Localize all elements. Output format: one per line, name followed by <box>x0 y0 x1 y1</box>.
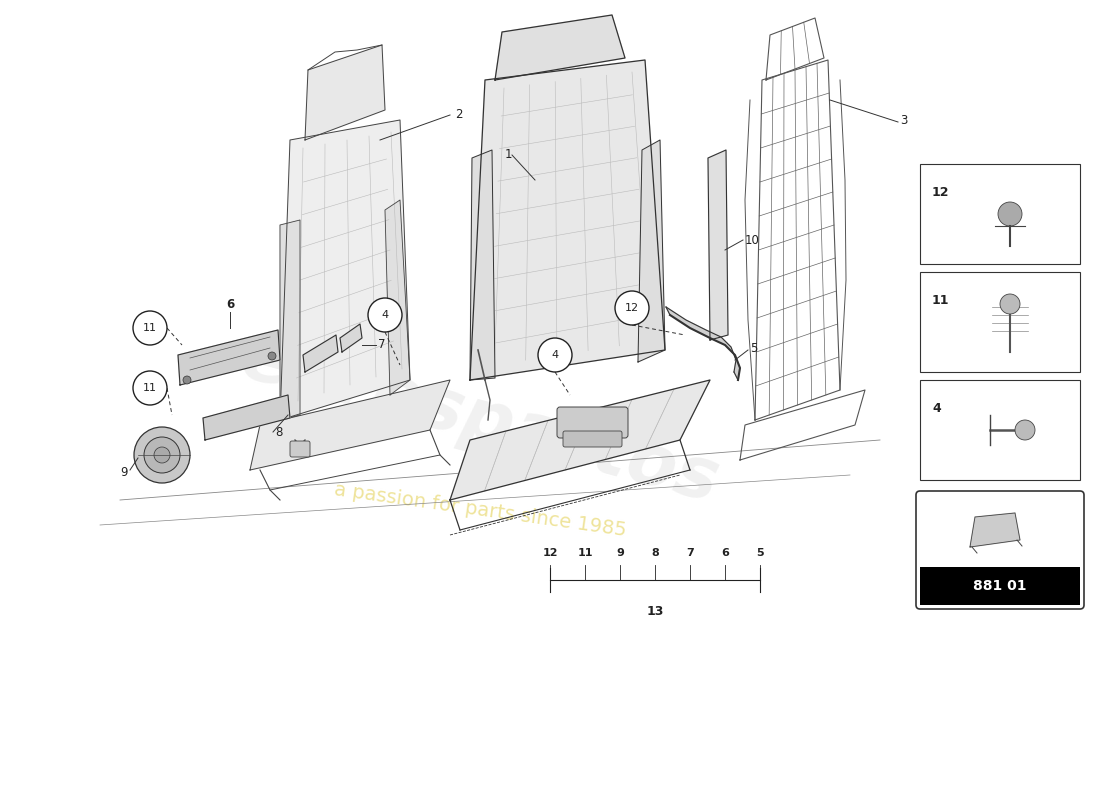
FancyBboxPatch shape <box>916 491 1084 609</box>
FancyBboxPatch shape <box>920 380 1080 480</box>
Polygon shape <box>305 45 385 140</box>
Circle shape <box>133 311 167 345</box>
Text: a passion for parts since 1985: a passion for parts since 1985 <box>332 480 627 540</box>
Polygon shape <box>178 330 280 385</box>
Circle shape <box>998 202 1022 226</box>
Polygon shape <box>708 150 728 340</box>
Text: 11: 11 <box>143 323 157 333</box>
Circle shape <box>268 352 276 360</box>
Circle shape <box>134 427 190 483</box>
Text: 12: 12 <box>542 548 558 558</box>
Circle shape <box>368 298 402 332</box>
Polygon shape <box>666 307 740 380</box>
Text: 12: 12 <box>625 303 639 313</box>
Polygon shape <box>250 380 450 470</box>
Polygon shape <box>280 120 410 420</box>
Text: 10: 10 <box>745 234 760 246</box>
Polygon shape <box>204 395 290 440</box>
Polygon shape <box>450 380 710 500</box>
Text: 4: 4 <box>551 350 559 360</box>
Text: 7: 7 <box>378 338 385 350</box>
Text: 5: 5 <box>750 342 758 354</box>
Circle shape <box>133 371 167 405</box>
Polygon shape <box>638 140 666 362</box>
Polygon shape <box>970 513 1020 547</box>
Text: 1: 1 <box>505 149 513 162</box>
Text: 13: 13 <box>647 605 663 618</box>
Text: 7: 7 <box>686 548 694 558</box>
FancyBboxPatch shape <box>557 407 628 438</box>
Text: eurospartos: eurospartos <box>233 323 726 517</box>
Polygon shape <box>470 60 666 380</box>
Text: 4: 4 <box>382 310 388 320</box>
Circle shape <box>615 291 649 325</box>
Circle shape <box>183 376 191 384</box>
FancyBboxPatch shape <box>920 567 1080 605</box>
Polygon shape <box>470 150 495 380</box>
Polygon shape <box>302 335 338 372</box>
Text: 881 01: 881 01 <box>974 579 1026 593</box>
Text: 11: 11 <box>143 383 157 393</box>
Polygon shape <box>495 15 625 80</box>
Text: 4: 4 <box>932 402 940 414</box>
Circle shape <box>144 437 180 473</box>
Text: 12: 12 <box>932 186 949 198</box>
Text: 8: 8 <box>651 548 659 558</box>
Circle shape <box>538 338 572 372</box>
FancyBboxPatch shape <box>920 272 1080 372</box>
FancyBboxPatch shape <box>920 164 1080 264</box>
Polygon shape <box>280 220 300 420</box>
Circle shape <box>1000 294 1020 314</box>
FancyBboxPatch shape <box>290 441 310 457</box>
Text: 11: 11 <box>578 548 593 558</box>
Text: 8: 8 <box>275 426 283 438</box>
Text: 2: 2 <box>455 109 462 122</box>
Text: 11: 11 <box>932 294 949 306</box>
Circle shape <box>154 447 170 463</box>
Text: 5: 5 <box>756 548 763 558</box>
Text: 9: 9 <box>121 466 128 478</box>
Text: 6: 6 <box>722 548 729 558</box>
FancyBboxPatch shape <box>563 431 622 447</box>
Polygon shape <box>340 324 362 352</box>
Polygon shape <box>385 200 410 395</box>
Text: 3: 3 <box>900 114 908 126</box>
Text: 6: 6 <box>226 298 234 311</box>
Circle shape <box>1015 420 1035 440</box>
Text: 9: 9 <box>616 548 624 558</box>
